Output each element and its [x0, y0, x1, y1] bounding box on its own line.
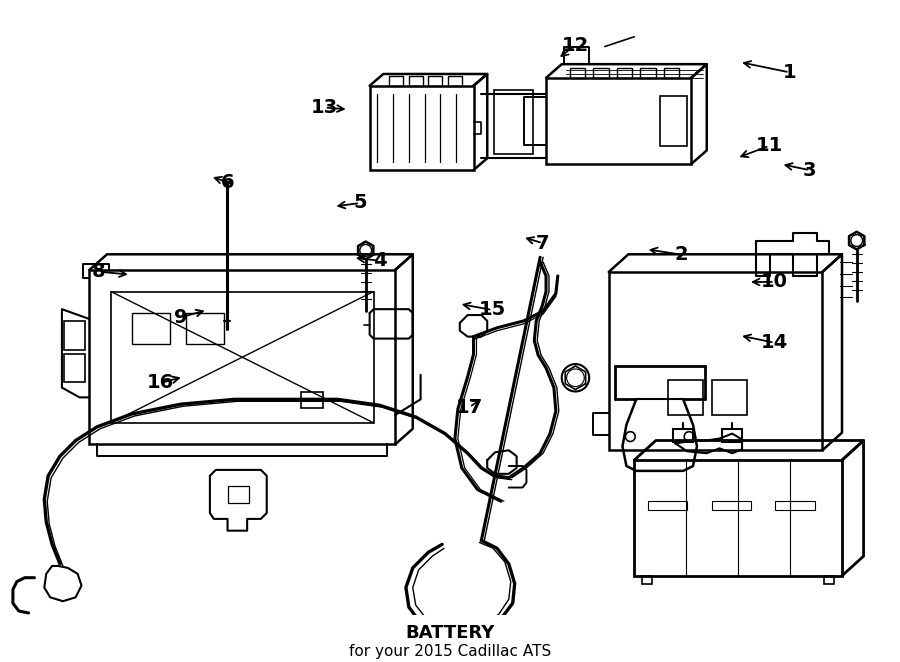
Text: BATTERY: BATTERY — [405, 624, 495, 642]
Bar — [608, 272, 823, 450]
Bar — [712, 500, 751, 510]
Text: 8: 8 — [92, 262, 106, 281]
Bar — [593, 68, 608, 78]
Bar — [448, 76, 462, 86]
Bar — [370, 86, 473, 170]
Text: 1: 1 — [783, 63, 796, 82]
Bar — [640, 68, 656, 78]
Bar — [64, 321, 86, 350]
Bar — [111, 291, 374, 423]
Text: 9: 9 — [175, 308, 188, 327]
Text: 3: 3 — [803, 161, 816, 179]
Bar — [409, 76, 423, 86]
Text: 13: 13 — [311, 98, 338, 117]
Bar — [616, 68, 633, 78]
Bar — [660, 95, 688, 146]
Bar — [428, 76, 442, 86]
Text: 14: 14 — [761, 333, 788, 352]
Bar — [570, 68, 585, 78]
Bar — [186, 313, 223, 344]
Bar — [648, 500, 688, 510]
Text: 7: 7 — [536, 234, 549, 253]
Bar — [663, 68, 680, 78]
Bar — [776, 500, 814, 510]
Bar — [301, 393, 322, 408]
Bar — [723, 429, 742, 442]
Bar — [634, 460, 842, 576]
Text: 15: 15 — [479, 301, 506, 320]
Text: 4: 4 — [373, 251, 386, 270]
Text: for your 2015 Cadillac ATS: for your 2015 Cadillac ATS — [349, 643, 551, 659]
Bar — [546, 78, 691, 164]
Bar — [89, 270, 395, 444]
Text: 5: 5 — [353, 193, 367, 213]
Bar — [712, 380, 747, 415]
Bar — [389, 76, 403, 86]
Text: 17: 17 — [455, 398, 483, 416]
Bar — [132, 313, 170, 344]
Bar — [494, 89, 534, 154]
Bar — [673, 429, 693, 442]
Text: 6: 6 — [220, 173, 235, 192]
Bar — [642, 576, 652, 584]
Bar — [824, 576, 834, 584]
Bar — [64, 354, 86, 382]
Text: 10: 10 — [761, 273, 788, 291]
Bar — [668, 380, 703, 415]
Text: 11: 11 — [756, 136, 783, 156]
Text: 16: 16 — [147, 373, 175, 393]
Text: 12: 12 — [562, 36, 589, 54]
Bar — [228, 486, 249, 503]
Text: 2: 2 — [674, 245, 688, 264]
